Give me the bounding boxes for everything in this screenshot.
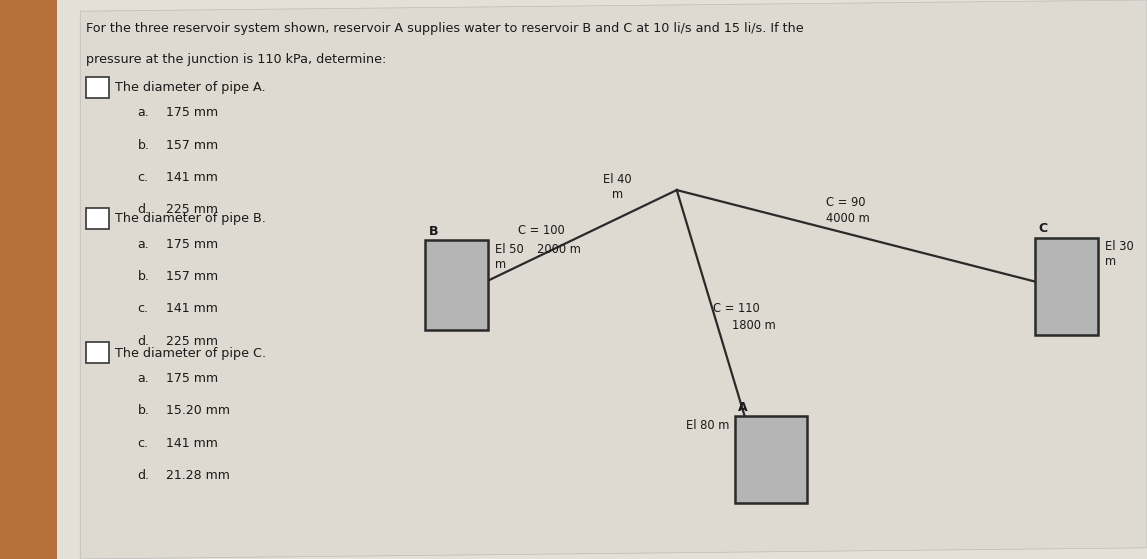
Polygon shape [57,0,1147,559]
Text: 2000 m: 2000 m [537,243,580,256]
Text: b.: b. [138,270,149,283]
Bar [735,416,807,503]
Bar [86,208,109,229]
Text: El 80 m: El 80 m [686,419,729,432]
Polygon shape [0,0,344,559]
Bar [86,77,109,98]
Text: 21.28 mm: 21.28 mm [166,469,231,482]
Text: El 50
m: El 50 m [496,243,524,271]
Text: a.: a. [138,238,149,250]
Text: El 30
m: El 30 m [1106,240,1134,268]
Polygon shape [0,0,482,559]
Text: 175 mm: 175 mm [166,372,218,385]
Text: a.: a. [138,372,149,385]
Text: 225 mm: 225 mm [166,335,218,348]
Text: 141 mm: 141 mm [166,437,218,449]
Text: B: B [429,225,438,238]
Text: 4000 m: 4000 m [826,212,869,225]
Text: c.: c. [138,437,149,449]
Text: b.: b. [138,404,149,417]
Bar [1036,238,1099,335]
Text: pressure at the junction is 110 kPa, determine:: pressure at the junction is 110 kPa, det… [86,53,387,66]
Text: c.: c. [138,302,149,315]
Text: a.: a. [138,106,149,119]
Text: 157 mm: 157 mm [166,139,218,151]
Polygon shape [80,0,1147,559]
Text: C = 110: C = 110 [713,302,760,315]
Text: b.: b. [138,139,149,151]
Text: C: C [1039,222,1047,235]
Text: 157 mm: 157 mm [166,270,218,283]
Bar [86,342,109,363]
Text: d.: d. [138,469,149,482]
Text: d.: d. [138,335,149,348]
Bar [424,240,489,330]
Text: For the three reservoir system shown, reservoir A supplies water to reservoir B : For the three reservoir system shown, re… [86,22,804,35]
Text: 141 mm: 141 mm [166,171,218,184]
Text: El 40
m: El 40 m [603,173,631,201]
Text: d.: d. [138,203,149,216]
Text: 225 mm: 225 mm [166,203,218,216]
Text: 15.20 mm: 15.20 mm [166,404,231,417]
Text: The diameter of pipe C.: The diameter of pipe C. [115,347,266,359]
Text: 1800 m: 1800 m [732,319,775,331]
Text: 175 mm: 175 mm [166,106,218,119]
Text: 175 mm: 175 mm [166,238,218,250]
Text: C = 90: C = 90 [826,196,865,209]
Text: C = 100: C = 100 [518,224,565,236]
Text: c.: c. [138,171,149,184]
Text: A: A [739,401,748,414]
Text: The diameter of pipe B.: The diameter of pipe B. [115,212,266,225]
Text: The diameter of pipe A.: The diameter of pipe A. [115,81,265,94]
Text: 141 mm: 141 mm [166,302,218,315]
